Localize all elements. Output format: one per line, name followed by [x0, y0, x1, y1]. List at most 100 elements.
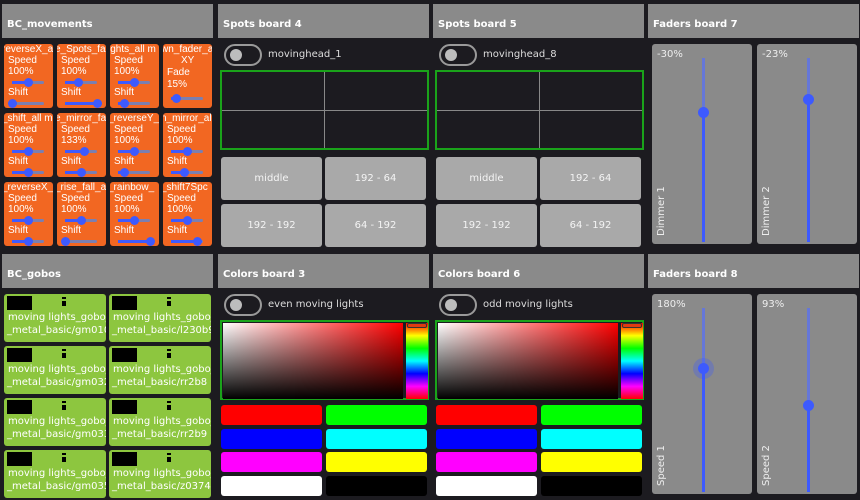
movement-button[interactable]: _reverseX_ Speed 100% Shift — [4, 182, 53, 246]
speed-slider[interactable] — [118, 216, 150, 225]
color-swatch-button[interactable] — [326, 452, 427, 472]
toggle-switch[interactable] — [224, 294, 262, 316]
shift-slider[interactable] — [61, 237, 97, 246]
slider-thumb[interactable] — [130, 216, 139, 225]
movement-button[interactable]: n_mirror_al Speed 100% Shift — [163, 113, 212, 177]
color-picker[interactable] — [435, 320, 644, 400]
position-preset-button[interactable]: 192 - 192 — [221, 204, 322, 247]
slider-thumb[interactable] — [77, 168, 86, 177]
movement-button[interactable]: reverseX_al Speed 100% Shift — [4, 44, 53, 108]
speed-slider[interactable] — [171, 216, 203, 225]
fader-track[interactable] — [698, 308, 709, 492]
color-swatch-button[interactable] — [221, 428, 322, 449]
slider-thumb[interactable] — [120, 168, 130, 177]
slider-thumb[interactable] — [171, 94, 181, 103]
slider-thumb[interactable] — [183, 147, 192, 156]
color-swatch-button[interactable] — [221, 475, 322, 496]
speed-slider[interactable] — [171, 147, 203, 156]
slider-thumb[interactable] — [93, 99, 102, 108]
position-preset-button[interactable]: middle — [436, 157, 537, 200]
slider-thumb[interactable] — [120, 99, 130, 108]
slider-thumb[interactable] — [24, 168, 33, 177]
fade-slider[interactable] — [171, 94, 203, 103]
color-swatch-button[interactable] — [221, 452, 322, 472]
speed-slider[interactable] — [65, 216, 97, 225]
xy-pad[interactable] — [220, 70, 429, 150]
fader-track[interactable] — [803, 308, 814, 492]
movement-button[interactable]: wn_fader_alXYFade15% — [163, 44, 212, 108]
gobo-button[interactable]: l moving lights_gobo_v _metal_basic/rr2b9 — [109, 398, 211, 446]
fader-thumb[interactable] — [698, 107, 709, 119]
speed-slider[interactable] — [118, 147, 150, 156]
gobo-button[interactable]: l moving lights_gobo_v _metal_basic/gm033 — [4, 398, 106, 446]
fader-thumb[interactable] — [803, 399, 814, 411]
color-swatch-button[interactable] — [436, 475, 537, 496]
slider-thumb[interactable] — [61, 237, 70, 246]
color-swatch-button[interactable] — [541, 428, 642, 449]
gobo-button[interactable]: l moving lights_gobo_v _metal_basic/rr2b8 — [109, 346, 211, 394]
shift-slider[interactable] — [65, 168, 97, 177]
shift-slider[interactable] — [12, 168, 44, 177]
shift-slider[interactable] — [118, 168, 150, 177]
slider-thumb[interactable] — [80, 147, 90, 156]
gobo-button[interactable]: l moving lights_gobo_v _metal_basic/gm010 — [4, 294, 106, 342]
movement-button[interactable]: e_mirror_fa Speed 133% Shift — [57, 113, 106, 177]
slider-thumb[interactable] — [130, 78, 139, 87]
toggle-switch[interactable] — [439, 44, 477, 66]
movement-button[interactable]: _rise_fall_a Speed 100% Shift — [57, 182, 106, 246]
fader-track[interactable] — [698, 58, 709, 242]
color-swatch-button[interactable] — [541, 452, 642, 472]
color-swatch-button[interactable] — [326, 405, 427, 425]
speed-slider[interactable] — [65, 147, 97, 156]
movement-button[interactable]: ights_all m Speed 100% Shift — [110, 44, 159, 108]
speed-slider[interactable] — [65, 78, 97, 87]
slider-thumb[interactable] — [24, 78, 33, 87]
position-preset-button[interactable]: middle — [221, 157, 322, 200]
movement-button[interactable]: _shift_all m Speed 100% Shift — [4, 113, 53, 177]
slider-thumb[interactable] — [8, 99, 17, 108]
slider-thumb[interactable] — [192, 237, 202, 246]
xy-pad[interactable] — [435, 70, 644, 150]
saturation-value-area[interactable] — [438, 323, 618, 399]
slider-thumb[interactable] — [77, 216, 86, 225]
hue-slider[interactable] — [621, 323, 643, 399]
slider-thumb[interactable] — [130, 147, 139, 156]
speed-slider[interactable] — [12, 78, 44, 87]
gobo-button[interactable]: l moving lights_gobo_v _metal_basic/gm032 — [4, 346, 106, 394]
movement-button[interactable]: _rainbow_ Speed 100% Shift — [110, 182, 159, 246]
color-swatch-button[interactable] — [436, 405, 537, 425]
hue-slider-handle[interactable] — [407, 323, 427, 328]
fader-thumb[interactable] — [803, 94, 814, 106]
shift-slider[interactable] — [118, 99, 150, 108]
color-swatch-button[interactable] — [436, 428, 537, 449]
color-swatch-button[interactable] — [326, 428, 427, 449]
fader-thumb[interactable] — [698, 362, 709, 374]
slider-thumb[interactable] — [146, 237, 155, 246]
position-preset-button[interactable]: 192 - 64 — [325, 157, 426, 200]
shift-slider[interactable] — [65, 99, 102, 108]
hue-slider[interactable] — [406, 323, 428, 399]
toggle-switch[interactable] — [224, 44, 262, 66]
movement-button[interactable]: e_Spots_fa Speed 100% Shift — [57, 44, 106, 108]
position-preset-button[interactable]: 192 - 192 — [436, 204, 537, 247]
color-swatch-button[interactable] — [326, 475, 427, 496]
shift-slider[interactable] — [12, 237, 44, 246]
speed-slider[interactable] — [12, 216, 44, 225]
color-swatch-button[interactable] — [541, 475, 642, 496]
fader-track[interactable] — [803, 58, 814, 242]
speed-slider[interactable] — [12, 147, 44, 156]
shift-slider[interactable] — [171, 237, 203, 246]
toggle-switch[interactable] — [439, 294, 477, 316]
shift-slider[interactable] — [171, 168, 203, 177]
position-preset-button[interactable]: 64 - 192 — [540, 204, 641, 247]
hue-slider-handle[interactable] — [622, 323, 642, 328]
gobo-button[interactable]: l moving lights_gobo_v _metal_basic/z0374… — [109, 450, 211, 498]
movement-button[interactable]: _reverseY_ Speed 100% Shift — [110, 113, 159, 177]
color-swatch-button[interactable] — [436, 452, 537, 472]
saturation-value-area[interactable] — [223, 323, 403, 399]
slider-thumb[interactable] — [73, 78, 83, 87]
movement-button[interactable]: _shift7Spc Speed 100% Shift — [163, 182, 212, 246]
slider-thumb[interactable] — [179, 168, 189, 177]
slider-thumb[interactable] — [24, 147, 33, 156]
position-preset-button[interactable]: 192 - 64 — [540, 157, 641, 200]
